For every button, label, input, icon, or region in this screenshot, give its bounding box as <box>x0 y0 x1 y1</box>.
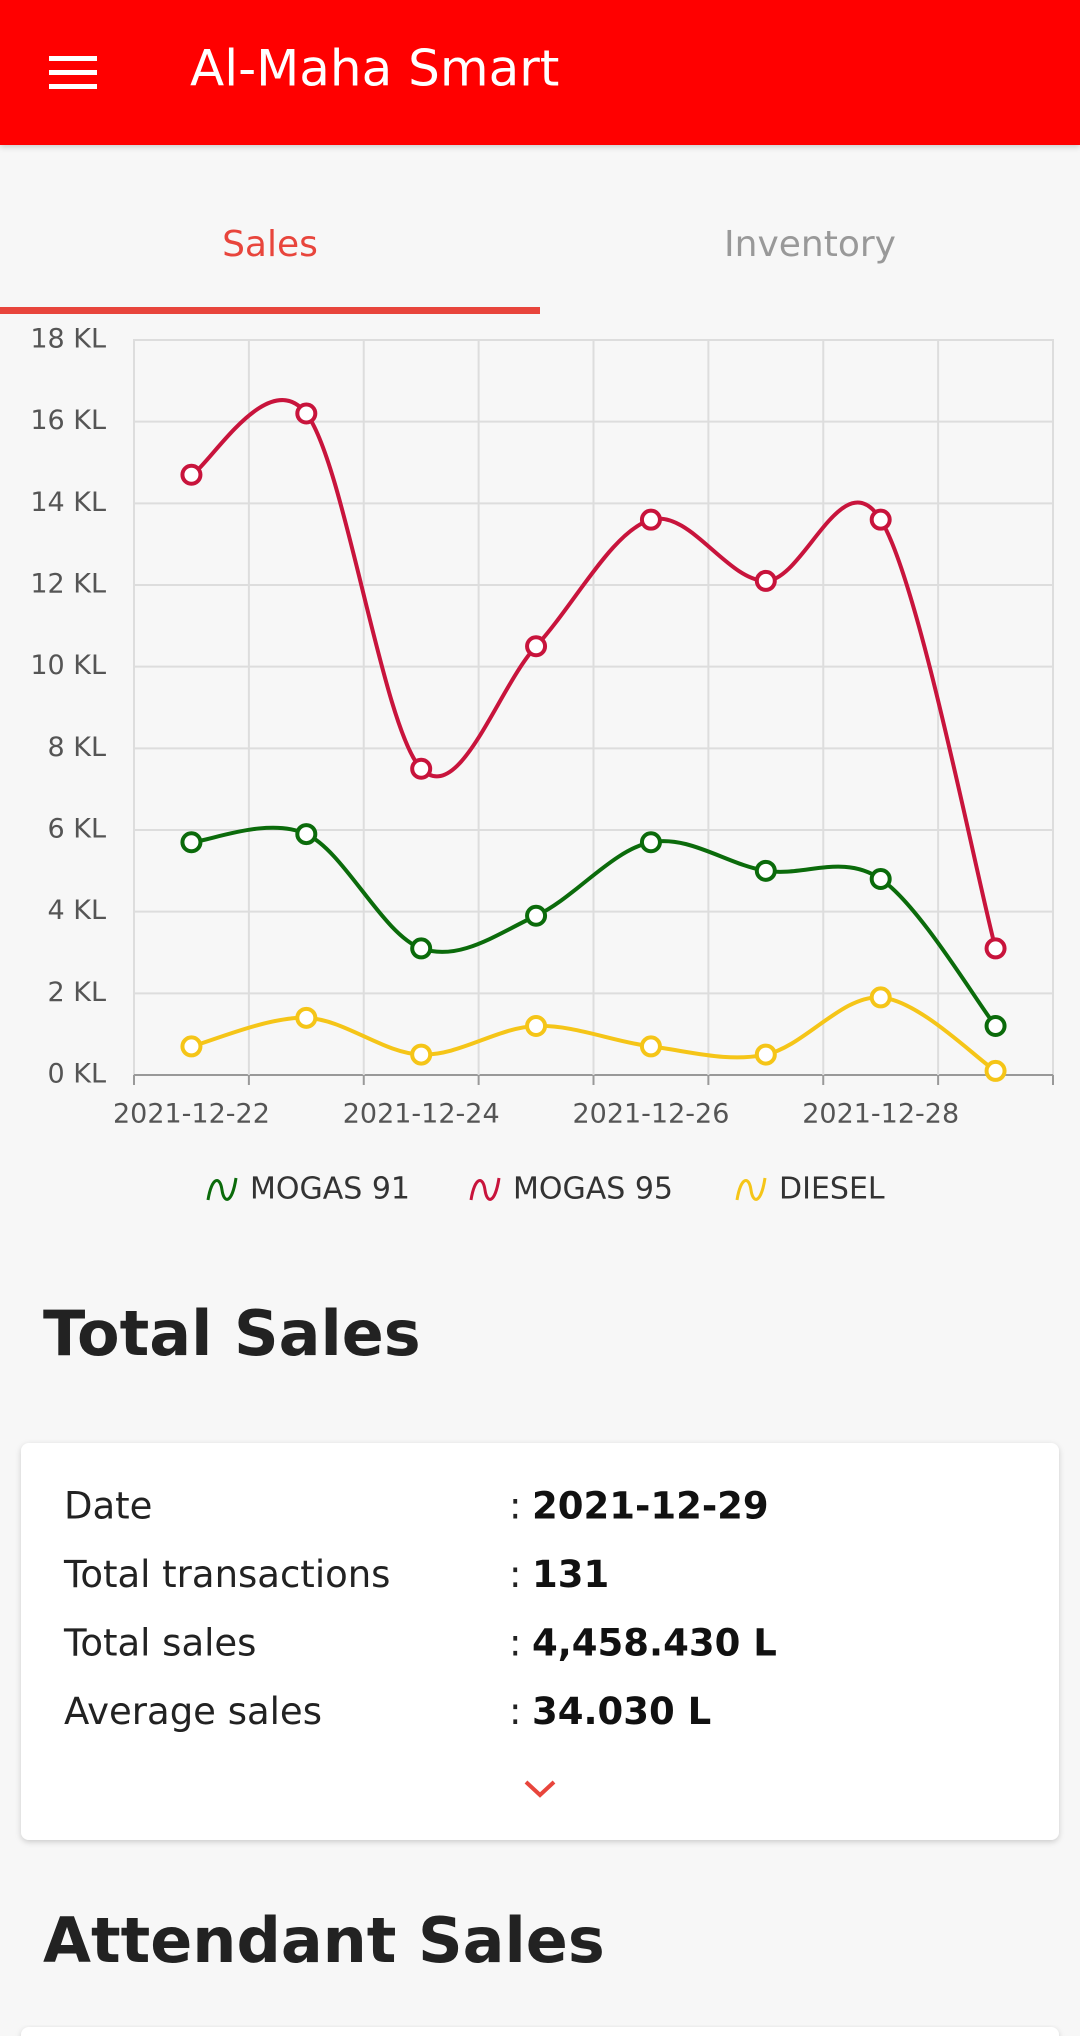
row-separator: : <box>509 1485 521 1528</box>
data-point <box>754 859 777 882</box>
row-value: 34.030 L <box>532 1690 711 1733</box>
x-tick-label: 2021-12-28 <box>802 1099 959 1130</box>
data-point <box>410 757 433 780</box>
data-point <box>869 868 892 890</box>
data-point <box>180 1035 203 1058</box>
data-point <box>295 1006 318 1029</box>
data-point <box>754 569 777 592</box>
row-separator: : <box>509 1690 521 1733</box>
legend-icon <box>206 1177 238 1201</box>
chart: 0 KL 2 KL 4 KL 6 KL 8 KL 10 KL 12 KL 14 KL 16 KL… <box>30 324 1054 1207</box>
legend-icon <box>735 1177 767 1201</box>
tab-sales[interactable]: Sales <box>222 224 318 265</box>
legend-label: DIESEL <box>779 1172 885 1207</box>
row-label: Date <box>64 1485 152 1528</box>
data-point <box>410 937 433 960</box>
row-value: 2021-12-29 <box>532 1485 769 1528</box>
y-tick-label: 6 KL <box>47 814 106 845</box>
data-point <box>639 831 662 854</box>
data-point <box>525 904 548 927</box>
y-tick-label: 10 KL <box>30 650 106 681</box>
data-point <box>295 823 318 846</box>
data-point <box>180 463 203 486</box>
y-tick-label: 12 KL <box>30 569 106 600</box>
data-point <box>639 1035 662 1058</box>
y-tick-label: 18 KL <box>30 324 106 355</box>
data-point <box>525 1015 548 1037</box>
tab-indicator <box>0 307 540 314</box>
data-point <box>295 402 318 425</box>
x-tick-label: 2021-12-24 <box>343 1099 500 1130</box>
legend-label: MOGAS 91 <box>250 1172 410 1207</box>
legend-icon <box>469 1177 501 1201</box>
app-bar <box>0 0 1080 145</box>
row-value: 4,458.430 L <box>532 1622 777 1665</box>
y-tick-label: 4 KL <box>47 895 106 926</box>
attendant-card <box>21 2027 1059 2036</box>
app-title: Al-Maha Smart <box>190 40 559 98</box>
data-point <box>410 1043 433 1066</box>
section-heading: Total Sales <box>43 1297 421 1370</box>
x-tick-label: 2021-12-22 <box>113 1099 270 1130</box>
y-tick-label: 14 KL <box>30 487 106 518</box>
summary-card <box>21 1443 1059 1840</box>
data-point <box>984 1015 1007 1037</box>
data-point <box>180 831 203 854</box>
y-tick-label: 0 KL <box>47 1059 106 1090</box>
data-point <box>984 937 1007 960</box>
legend-label: MOGAS 95 <box>513 1172 673 1207</box>
row-label: Total transactions <box>63 1553 390 1596</box>
row-label: Average sales <box>64 1690 322 1733</box>
row-value: 131 <box>532 1553 609 1596</box>
data-point <box>754 1043 777 1066</box>
row-separator: : <box>509 1622 521 1665</box>
row-label: Total sales <box>63 1622 256 1665</box>
x-tick-label: 2021-12-26 <box>572 1099 729 1130</box>
y-tick-label: 8 KL <box>47 732 106 763</box>
section-heading: Attendant Sales <box>43 1904 605 1977</box>
y-tick-label: 2 KL <box>47 977 106 1008</box>
data-point <box>869 986 892 1009</box>
data-point <box>984 1059 1007 1082</box>
tab-inventory[interactable]: Inventory <box>724 224 896 265</box>
series-line <box>190 398 998 949</box>
y-tick-label: 16 KL <box>30 405 106 436</box>
data-point <box>639 508 662 531</box>
menu-button[interactable] <box>49 56 97 89</box>
expand-button[interactable] <box>524 1780 556 1798</box>
data-point <box>869 508 892 531</box>
row-separator: : <box>509 1553 521 1596</box>
data-point <box>525 635 548 658</box>
